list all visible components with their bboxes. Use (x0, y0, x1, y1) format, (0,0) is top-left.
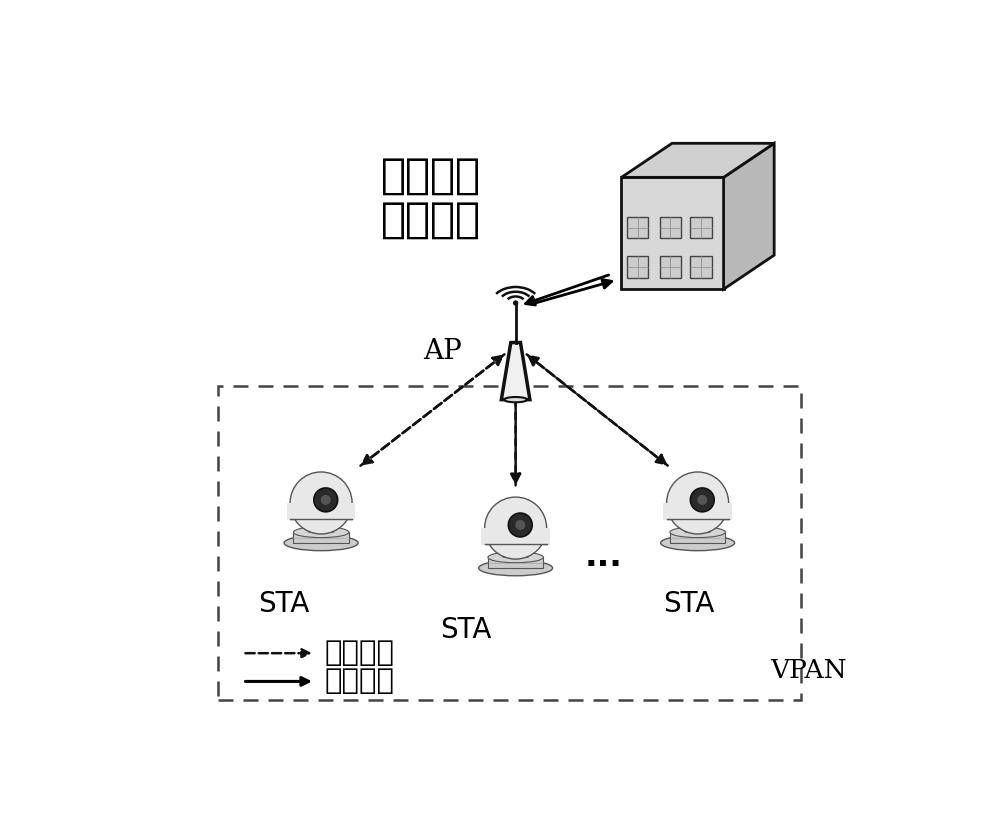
Text: VPAN: VPAN (770, 658, 846, 683)
Polygon shape (293, 532, 349, 543)
Text: STA: STA (663, 590, 714, 619)
Polygon shape (287, 503, 355, 520)
Ellipse shape (284, 535, 358, 551)
Polygon shape (724, 143, 774, 289)
Ellipse shape (661, 535, 735, 551)
Polygon shape (485, 528, 547, 544)
Polygon shape (667, 503, 729, 519)
Bar (627, 256, 648, 278)
Text: STA: STA (258, 590, 310, 619)
Ellipse shape (670, 526, 725, 538)
Circle shape (514, 301, 518, 305)
Bar (660, 217, 681, 238)
Ellipse shape (290, 472, 352, 534)
Polygon shape (290, 503, 352, 519)
Polygon shape (481, 528, 550, 545)
Polygon shape (309, 519, 334, 532)
Text: 有线链路: 有线链路 (324, 667, 394, 695)
Circle shape (314, 488, 338, 512)
Ellipse shape (488, 552, 543, 562)
Circle shape (697, 495, 707, 504)
Polygon shape (670, 532, 725, 543)
Bar (690, 217, 712, 238)
Circle shape (508, 513, 532, 537)
Polygon shape (621, 143, 774, 178)
Circle shape (690, 488, 714, 512)
Ellipse shape (667, 472, 729, 534)
Ellipse shape (293, 526, 349, 538)
Text: 本地监控: 本地监控 (381, 155, 481, 197)
Text: 汇聚中心: 汇聚中心 (381, 199, 481, 241)
Bar (627, 217, 648, 238)
Text: 无线链路: 无线链路 (324, 639, 394, 667)
Text: STA: STA (440, 615, 492, 644)
Circle shape (515, 520, 525, 530)
Text: 本地监控: 本地监控 (381, 155, 481, 197)
Ellipse shape (504, 397, 527, 403)
Bar (690, 256, 712, 278)
Text: ···: ··· (585, 548, 622, 582)
Bar (660, 256, 681, 278)
Text: AP: AP (424, 338, 462, 365)
Polygon shape (501, 342, 530, 399)
Polygon shape (488, 557, 543, 568)
Text: 汇聚中心: 汇聚中心 (381, 199, 481, 241)
Polygon shape (503, 544, 528, 557)
Ellipse shape (479, 560, 553, 575)
Bar (218, 386, 801, 700)
Ellipse shape (485, 497, 547, 559)
Polygon shape (663, 503, 732, 520)
Polygon shape (621, 178, 724, 289)
Circle shape (321, 495, 331, 504)
Polygon shape (685, 519, 710, 532)
